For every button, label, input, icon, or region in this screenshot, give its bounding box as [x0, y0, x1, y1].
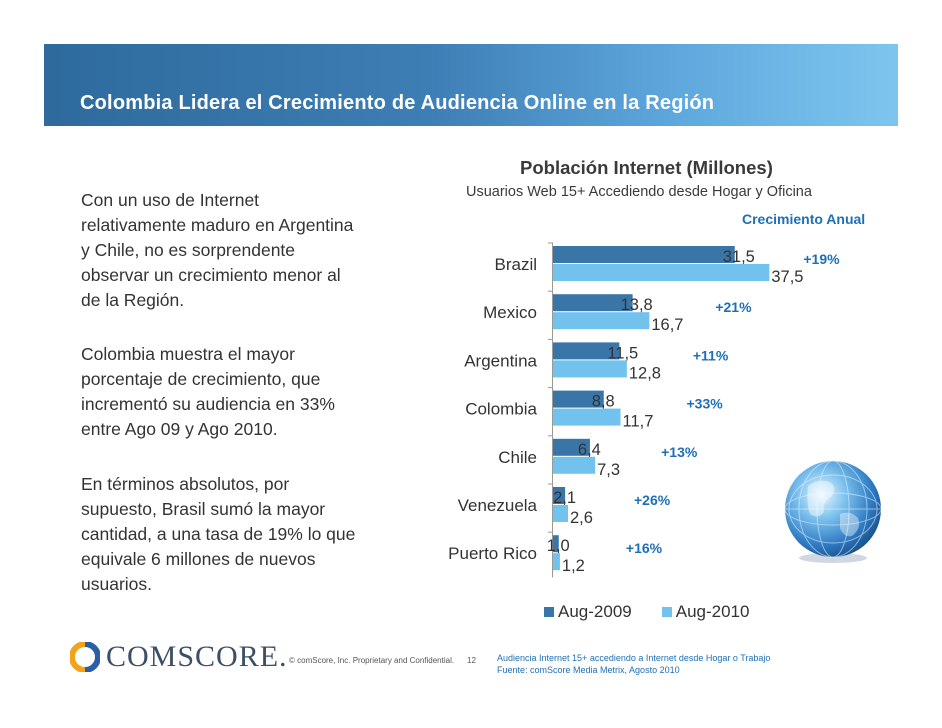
- data-label-aug-2010: 7,3: [597, 461, 620, 479]
- bar-aug-2010: [553, 505, 569, 522]
- growth-label: +19%: [803, 251, 840, 267]
- comscore-logo: COMSCORE.: [70, 640, 288, 674]
- title-banner: Colombia Lidera el Crecimiento de Audien…: [44, 44, 898, 126]
- legend-item-aug-2009: Aug-2009: [544, 602, 632, 622]
- category-label: Brazil: [494, 255, 537, 274]
- growth-label: +16%: [626, 540, 663, 556]
- legend-label-aug-2009: Aug-2009: [558, 602, 632, 621]
- data-label-aug-2009: 31,5: [723, 248, 755, 266]
- bar-aug-2009: [553, 535, 559, 553]
- data-label-aug-2010: 1,2: [562, 557, 585, 575]
- bar-aug-2010: [553, 312, 650, 330]
- data-label-aug-2009: 11,5: [607, 344, 638, 362]
- category-label: Venezuela: [458, 496, 538, 515]
- legend-item-aug-2010: Aug-2010: [661, 602, 750, 622]
- paragraph-colombia: Colombia muestra el mayor porcentaje de …: [81, 344, 335, 439]
- footer-copyright: © comScore, Inc. Proprietary and Confide…: [289, 656, 455, 665]
- bar-aug-2010: [553, 408, 621, 426]
- growth-label: +11%: [693, 347, 729, 363]
- data-label-aug-2009: 8,8: [592, 393, 615, 411]
- footer-note-line2: Fuente: comScore Media Metrix, Agosto 20…: [497, 665, 680, 675]
- category-label: Chile: [498, 448, 537, 467]
- growth-label: +33%: [687, 396, 724, 412]
- chart-subtitle: Usuarios Web 15+ Accediendo desde Hogar …: [466, 184, 812, 200]
- legend-label-aug-2010: Aug-2010: [675, 602, 750, 621]
- category-label: Colombia: [465, 400, 537, 419]
- comscore-logo-text: COMSCORE.: [106, 640, 288, 673]
- bar-aug-2009: [553, 438, 590, 456]
- bar-aug-2009: [553, 294, 633, 312]
- bar-aug-2010: [553, 553, 560, 571]
- category-label: Argentina: [464, 351, 537, 370]
- slide-title: Colombia Lidera el Crecimiento de Audien…: [80, 92, 715, 114]
- data-label-aug-2009: 13,8: [621, 296, 653, 314]
- footer-note-line1: Audiencia Internet 15+ accediendo a Inte…: [497, 653, 771, 663]
- data-label-aug-2010: 12,8: [629, 364, 661, 382]
- data-label-aug-2010: 11,7: [623, 413, 654, 431]
- bar-aug-2010: [553, 456, 596, 474]
- growth-label: +26%: [634, 492, 671, 508]
- bar-aug-2009: [553, 246, 735, 263]
- category-label: Mexico: [483, 303, 537, 322]
- growth-label: +13%: [661, 444, 698, 460]
- paragraph-brazil: En términos absolutos, por supuesto, Bra…: [81, 474, 356, 594]
- data-label-aug-2010: 37,5: [771, 268, 803, 286]
- category-label: Puerto Rico: [448, 544, 537, 563]
- data-label-aug-2009: 1,0: [547, 537, 570, 555]
- growth-header: Crecimiento Anual: [742, 211, 866, 227]
- data-label-aug-2010: 2,6: [570, 509, 593, 527]
- globe-icon: [784, 460, 882, 563]
- data-label-aug-2009: 2,1: [553, 489, 576, 507]
- bar-aug-2009: [553, 342, 620, 360]
- paragraph-argentina-chile: Con un uso de Internet relativamente mad…: [81, 190, 354, 310]
- bar-aug-2009: [553, 487, 566, 504]
- bar-aug-2009: [553, 390, 604, 408]
- comscore-logo-icon: [70, 642, 100, 672]
- legend-swatch-aug-2010: [661, 607, 672, 617]
- legend-swatch-aug-2009: [544, 607, 554, 617]
- chart-title: Población Internet (Millones): [520, 157, 773, 178]
- growth-label: +21%: [715, 299, 752, 315]
- footer-note: Audiencia Internet 15+ accediendo a Inte…: [497, 652, 770, 676]
- data-label-aug-2010: 16,7: [651, 316, 683, 334]
- bar-aug-2010: [553, 264, 770, 281]
- page-number: 12: [467, 656, 476, 665]
- chart-legend: Aug-2009 Aug-2010: [544, 602, 779, 622]
- data-label-aug-2009: 6,4: [578, 441, 601, 459]
- bar-aug-2010: [553, 360, 627, 378]
